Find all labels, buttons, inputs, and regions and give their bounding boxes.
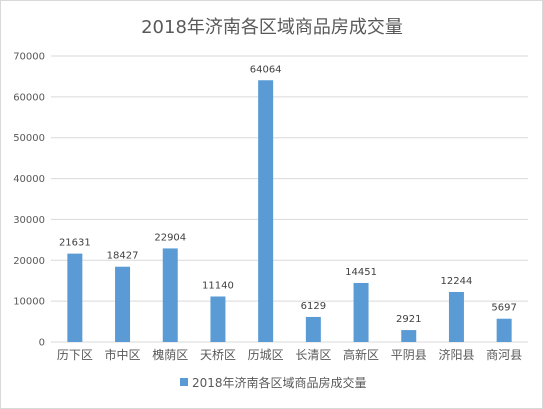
x-category-label: 平阴县	[391, 348, 427, 362]
y-tick-label: 30000	[13, 215, 45, 226]
legend-label: 2018年济南各区域商品房成交量	[192, 375, 367, 390]
bar	[353, 282, 369, 342]
data-label: 6129	[301, 301, 326, 312]
bar	[210, 296, 226, 342]
data-labels: 21631 18427 22904 11140 64064 6129 14451 2921 12…	[59, 64, 517, 325]
bar	[162, 248, 178, 342]
y-tick-label: 40000	[13, 174, 45, 185]
bar	[258, 80, 274, 342]
y-tick-label: 10000	[13, 297, 45, 308]
data-label: 21631	[59, 238, 91, 249]
bar	[115, 266, 131, 342]
y-tick-label: 20000	[13, 256, 45, 267]
bar	[67, 253, 83, 342]
x-category-label: 天桥区	[200, 348, 236, 362]
y-tick-label: 50000	[13, 133, 45, 144]
y-axis-ticks: 0 10000 20000 30000 40000 50000 60000 70000	[13, 52, 45, 349]
chart-title: 2018年济南各区域商品房成交量	[141, 17, 403, 38]
data-label: 22904	[154, 232, 186, 243]
data-label: 14451	[345, 267, 377, 278]
bar	[305, 316, 321, 342]
bar	[401, 330, 417, 342]
x-category-label: 长清区	[295, 348, 331, 362]
legend-swatch	[180, 378, 188, 386]
gridlines	[51, 55, 528, 343]
data-label: 18427	[107, 251, 139, 262]
x-category-label: 历下区	[57, 348, 93, 362]
y-tick-label: 0	[39, 338, 45, 349]
y-tick-label: 70000	[13, 52, 45, 63]
data-label: 64064	[250, 64, 282, 75]
legend: 2018年济南各区域商品房成交量	[180, 375, 367, 390]
bars	[67, 80, 512, 342]
x-category-label: 历城区	[248, 348, 284, 362]
y-tick-label: 60000	[13, 92, 45, 103]
data-label: 11140	[202, 280, 234, 291]
x-axis-labels: 历下区 市中区 槐荫区 天桥区 历城区 长清区 高新区 平阴县 济阳县 商河县	[57, 347, 522, 362]
x-category-label: 商河县	[486, 347, 522, 362]
data-label: 2921	[396, 314, 421, 325]
x-category-label: 济阳县	[438, 347, 474, 362]
data-label: 12244	[441, 276, 473, 287]
bar	[496, 318, 512, 342]
data-label: 5697	[491, 303, 516, 314]
x-category-label: 槐荫区	[152, 347, 188, 362]
x-category-label: 市中区	[105, 347, 141, 362]
x-category-label: 高新区	[343, 347, 379, 362]
bar	[448, 291, 464, 342]
